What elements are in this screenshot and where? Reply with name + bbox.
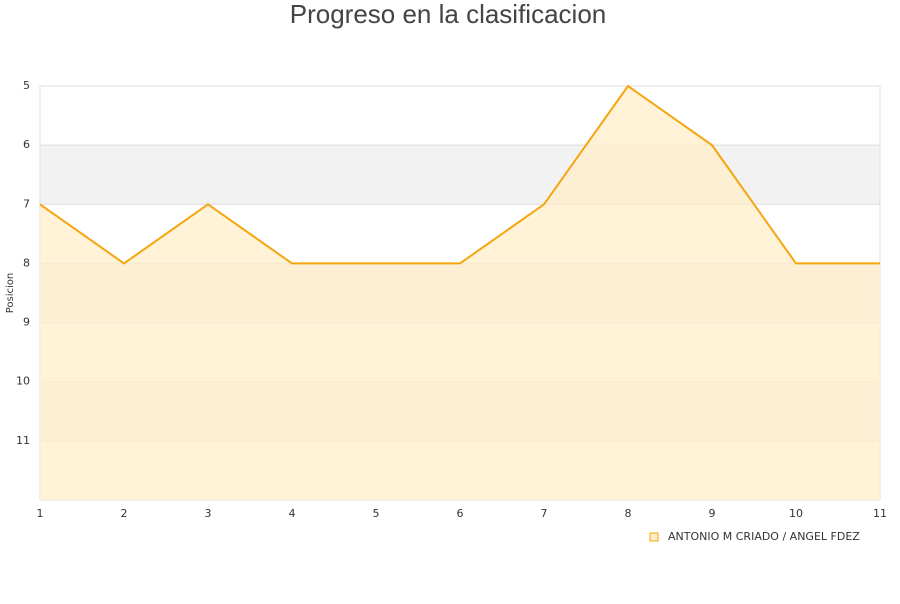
y-tick-label: 10 [16,375,30,388]
area [40,86,880,500]
x-tick-label: 5 [373,507,380,520]
x-tick-label: 8 [625,507,632,520]
y-tick-label: 6 [23,138,30,151]
x-tick-label: 3 [205,507,212,520]
line [39,84,880,265]
x-tick-label: 9 [709,507,716,520]
x-tick-label: 10 [789,507,803,520]
legend-label: ANTONIO M CRIADO / ANGEL FDEZ [668,530,860,543]
y-tick-label: 9 [23,316,30,329]
legend-marker [649,532,659,542]
x-tick-label: 7 [541,507,548,520]
grid-band [40,145,880,205]
x-tick-label: 2 [121,507,128,520]
y-tick-label: 5 [23,79,30,92]
y-tick-label: 8 [23,256,30,269]
x-tick-label: 11 [873,507,887,520]
chart-title: Progreso en la clasificacion [290,0,607,29]
x-tick-label: 1 [37,507,44,520]
y-tick-label: 11 [16,434,30,447]
x-tick-label: 6 [457,507,464,520]
y-tick-label: 7 [23,197,30,210]
x-tick-label: 4 [289,507,296,520]
y-axis-label: Posicion [5,273,16,314]
